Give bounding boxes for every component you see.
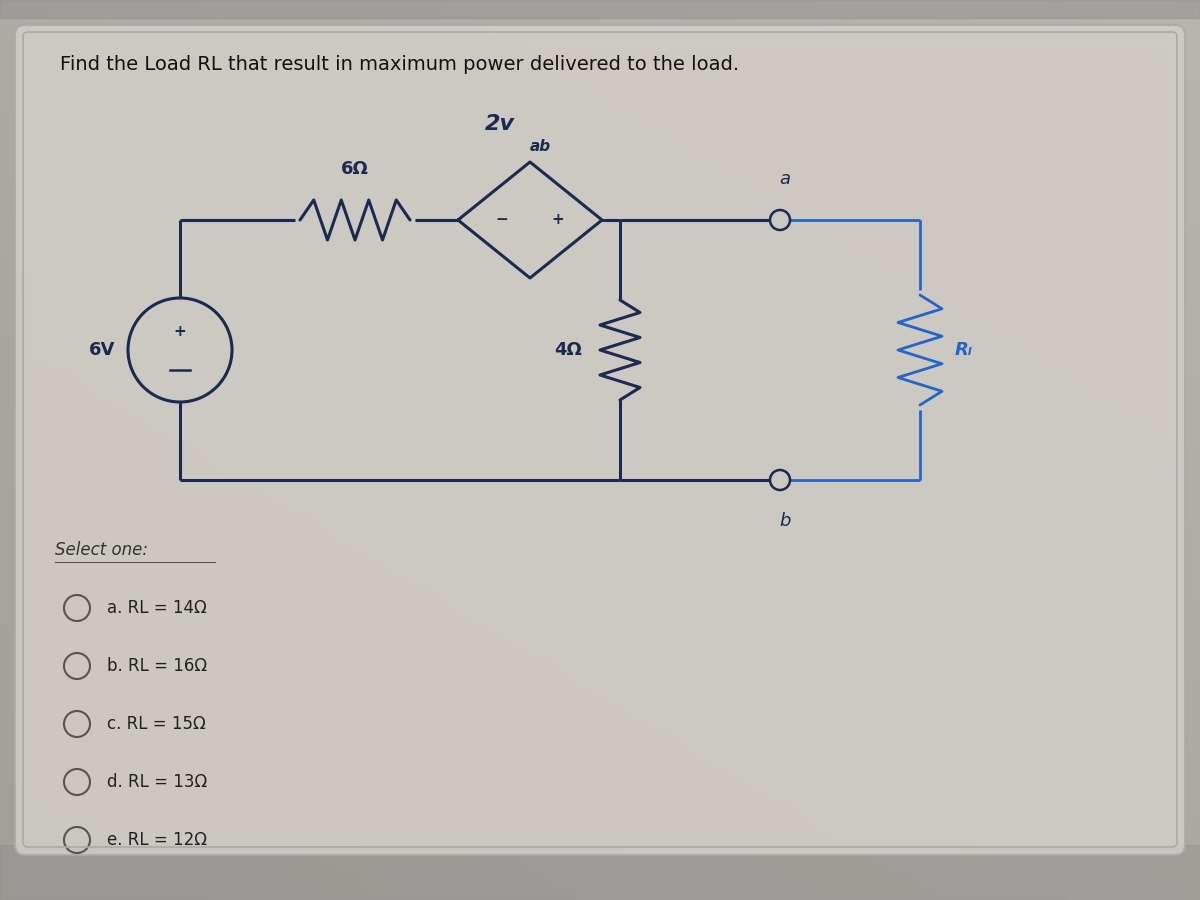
Text: e. RL = 12Ω: e. RL = 12Ω [107,831,208,849]
FancyBboxPatch shape [14,25,1186,855]
Text: −: − [496,212,509,228]
Text: 4Ω: 4Ω [554,341,582,359]
Circle shape [770,210,790,230]
Text: +: + [174,325,186,339]
Text: 6Ω: 6Ω [341,160,368,178]
Text: b: b [779,512,791,530]
Text: +: + [552,212,564,228]
Text: ab: ab [530,139,551,154]
FancyBboxPatch shape [35,50,1165,835]
Text: Rₗ: Rₗ [955,341,973,359]
Text: a. RL = 14Ω: a. RL = 14Ω [107,599,206,617]
Text: Select one:: Select one: [55,541,148,559]
Circle shape [770,470,790,490]
Text: c. RL = 15Ω: c. RL = 15Ω [107,715,205,733]
Text: b. RL = 16Ω: b. RL = 16Ω [107,657,208,675]
Text: a: a [780,170,791,188]
Text: 6V: 6V [89,341,115,359]
Text: 2v: 2v [485,114,515,134]
Text: d. RL = 13Ω: d. RL = 13Ω [107,773,208,791]
Text: Find the Load RL that result in maximum power delivered to the load.: Find the Load RL that result in maximum … [60,56,739,75]
